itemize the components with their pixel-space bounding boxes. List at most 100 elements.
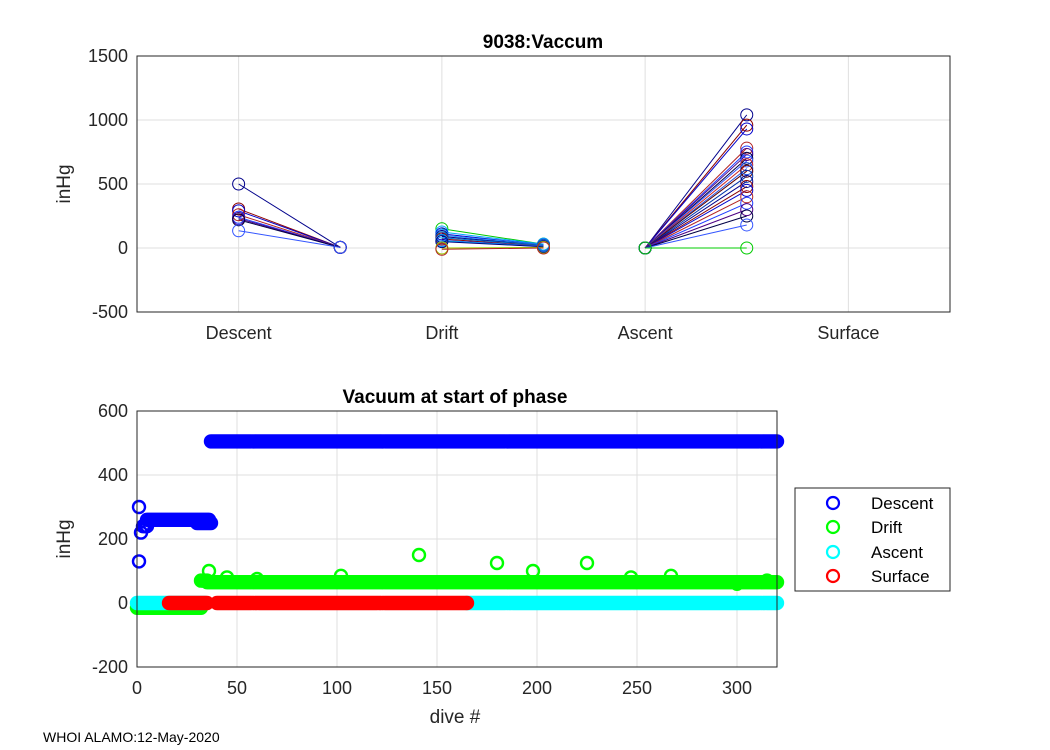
bottom-y-tick-label: 200	[98, 529, 128, 549]
top-data-markers	[232, 108, 754, 256]
footer-credit: WHOI ALAMO:12-May-2020	[43, 729, 220, 745]
top-x-tick-label: Surface	[817, 323, 879, 343]
bottom-x-tick-label: 200	[522, 678, 552, 698]
top-start-marker	[232, 213, 246, 227]
bottom-marker-drift	[489, 555, 505, 571]
top-end-marker	[740, 118, 754, 132]
legend-box	[794, 487, 951, 592]
top-end-marker	[740, 122, 754, 136]
bottom-marker-drift	[249, 571, 265, 587]
bottom-y-tick-label: 0	[118, 593, 128, 613]
top-start-marker	[232, 208, 246, 222]
top-end-marker	[537, 241, 550, 255]
bottom-marker-drift	[759, 573, 775, 588]
top-phase-line	[238, 210, 341, 248]
top-phase-line	[644, 175, 748, 249]
top-end-marker	[740, 174, 754, 188]
top-x-tick-label: Drift	[425, 323, 458, 343]
bottom-grid	[136, 410, 777, 668]
top-end-marker	[740, 141, 754, 155]
top-end-marker	[740, 154, 754, 168]
top-start-marker	[435, 242, 449, 256]
bottom-x-tick-label: 0	[132, 678, 142, 698]
top-phase-line	[645, 224, 747, 249]
top-start-marker	[232, 224, 246, 238]
bottom-x-tick-label: 100	[322, 678, 352, 698]
top-phase-line	[644, 164, 748, 249]
top-x-tick-label: Descent	[206, 323, 272, 343]
bottom-plot-title: Vacuum at start of phase	[343, 387, 568, 408]
top-phase-line	[441, 228, 544, 245]
top-phase-line	[644, 209, 747, 249]
top-start-marker	[232, 204, 246, 218]
top-ticks: -500 0 500 1000 1500 Descent Drift Ascent Surfac…	[88, 46, 879, 343]
top-phase-line	[644, 215, 747, 249]
top-end-marker	[740, 108, 754, 122]
bottom-marker-drift	[201, 563, 217, 579]
top-phase-line	[238, 219, 341, 248]
bottom-marker-drift	[411, 547, 427, 563]
bottom-y-tick-label: -200	[92, 657, 128, 677]
legend-marker-descent	[825, 495, 841, 511]
top-end-marker	[740, 162, 754, 176]
top-phase-line	[644, 181, 748, 249]
legend-label-surface: Surface	[871, 567, 930, 586]
legend-marker-drift	[825, 519, 841, 535]
bottom-x-tick-label: 50	[227, 678, 247, 698]
top-end-marker	[740, 145, 754, 159]
top-end-marker	[740, 183, 754, 197]
bottom-x-tick-label: 300	[722, 678, 752, 698]
legend-label-ascent: Ascent	[871, 543, 923, 562]
legend-item-drift: Drift	[825, 518, 902, 537]
bottom-x-tick-label: 250	[622, 678, 652, 698]
legend-label-drift: Drift	[871, 518, 902, 537]
top-phase-line	[644, 189, 747, 249]
bottom-y-tick-label: 400	[98, 465, 128, 485]
bottom-x-axis-label: dive #	[430, 707, 481, 728]
bottom-axes-box	[136, 410, 778, 668]
top-phase-line	[238, 230, 341, 248]
top-y-axis-label: inHg	[54, 164, 75, 203]
top-end-marker	[740, 190, 754, 204]
top-phase-line	[441, 234, 544, 246]
top-end-marker	[740, 151, 754, 165]
top-phase-line	[441, 247, 544, 250]
top-phase-line	[238, 183, 341, 248]
legend-marker-surface	[825, 568, 841, 584]
top-phase-line	[644, 196, 747, 249]
top-end-marker	[740, 196, 754, 210]
bottom-marker-surface	[459, 595, 475, 611]
top-phase-line	[441, 239, 544, 247]
top-start-marker	[638, 241, 652, 255]
top-end-marker	[740, 218, 754, 232]
top-end-marker	[740, 180, 754, 194]
top-phase-line	[644, 202, 747, 249]
top-phase-line	[441, 246, 544, 249]
bottom-marker-drift	[579, 555, 595, 571]
bottom-marker-drift	[219, 570, 235, 585]
top-data-lines	[238, 114, 748, 250]
top-end-marker	[740, 169, 754, 183]
top-y-tick-label: 0	[118, 238, 128, 258]
top-y-tick-label: 1500	[88, 46, 128, 66]
top-phase-line	[644, 186, 748, 249]
top-y-tick-label: 500	[98, 174, 128, 194]
bottom-marker-drift	[525, 563, 541, 579]
legend-item-surface: Surface	[825, 567, 930, 586]
top-end-marker	[740, 148, 754, 162]
top-y-tick-label: 1000	[88, 110, 128, 130]
top-x-tick-label: Ascent	[618, 323, 673, 343]
bottom-marker-drift	[623, 570, 639, 585]
top-phase-line	[644, 170, 748, 249]
top-end-marker	[740, 203, 754, 217]
top-phase-line	[644, 114, 748, 249]
top-start-marker	[232, 177, 246, 191]
top-grid	[137, 55, 950, 313]
legend-marker-ascent	[825, 544, 841, 560]
legend-item-ascent: Ascent	[825, 543, 923, 562]
bottom-marker-drift	[333, 568, 349, 583]
top-phase-line	[441, 231, 544, 245]
